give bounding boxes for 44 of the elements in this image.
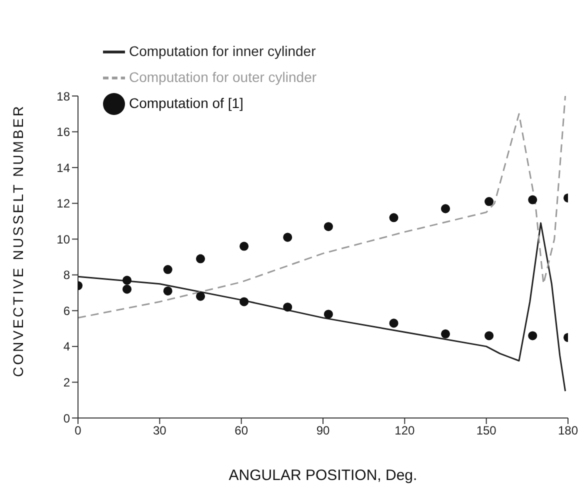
y-tick-label: 2: [63, 375, 70, 390]
y-tick-label: 12: [56, 196, 70, 211]
point: [389, 213, 398, 222]
x-tick-label: 150: [476, 424, 497, 438]
legend-label: Computation for outer cylinder: [129, 69, 317, 85]
point: [324, 222, 333, 232]
point: [122, 284, 132, 294]
x-tick-label: 60: [234, 424, 248, 438]
y-tick-label: 18: [56, 89, 70, 104]
point: [389, 318, 398, 328]
y-tick-label: 16: [56, 125, 70, 140]
y-tick-label: 0: [63, 411, 70, 426]
legend-label: Computation for inner cylinder: [129, 43, 316, 59]
line-series: [78, 96, 566, 319]
point: [196, 292, 206, 301]
x-tick-label: 0: [74, 424, 82, 438]
y-axis-title: CONVECTIVE NUSSELT NUMBER: [10, 104, 26, 377]
point: [484, 331, 494, 340]
y-tick-label: 6: [63, 304, 70, 318]
point: [240, 242, 249, 251]
point: [240, 297, 249, 306]
point: [324, 310, 333, 319]
legend-label: Computation of [1]: [129, 95, 244, 111]
point: [528, 331, 538, 340]
point: [163, 286, 172, 296]
point: [484, 197, 494, 206]
x-tick-label: 30: [152, 424, 167, 438]
line-series: [78, 222, 566, 392]
x-tick-label: 120: [394, 424, 415, 438]
point: [283, 302, 292, 312]
point: [440, 204, 450, 214]
point: [528, 195, 538, 204]
x-tick-label: 90: [316, 424, 330, 438]
x-axis-title: ANGULAR POSITION, Deg.: [228, 467, 418, 484]
x-tick-label: 180: [558, 424, 578, 438]
y-tick-label: 4: [63, 340, 70, 354]
point: [196, 254, 206, 264]
point: [163, 265, 172, 274]
point: [122, 276, 132, 285]
y-tick-label: 10: [56, 232, 70, 246]
y-tick-label: 14: [56, 160, 70, 175]
point: [440, 329, 450, 338]
y-tick-label: 8: [63, 268, 70, 282]
point: [283, 232, 292, 242]
